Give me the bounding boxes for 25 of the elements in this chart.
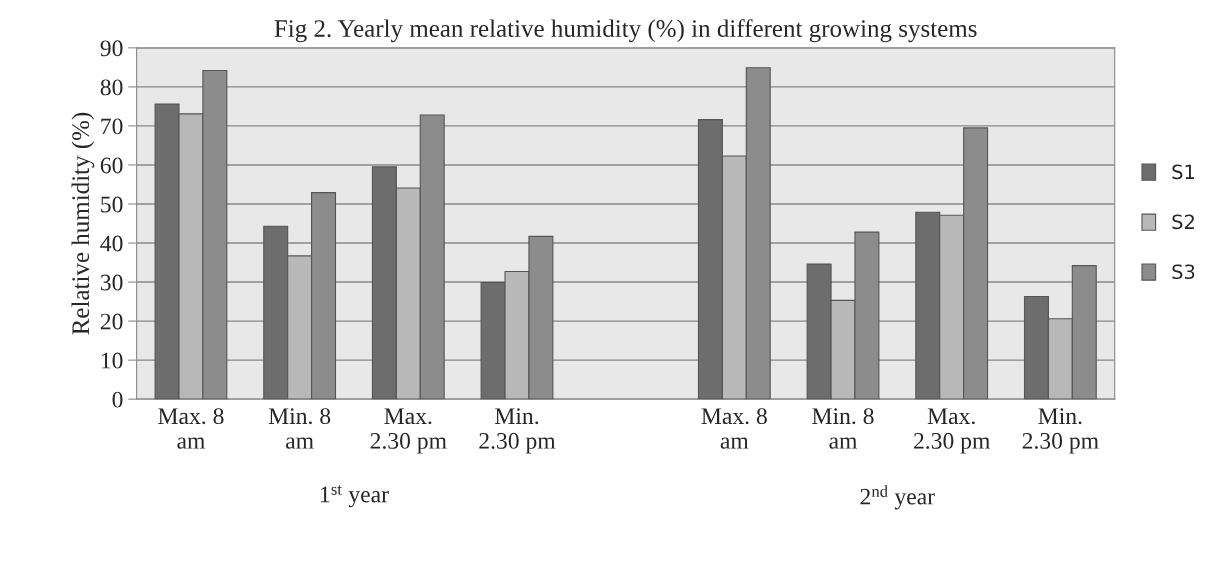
x-tick-label: Min. 8 am (812, 408, 874, 449)
x-tick-label: Max. 8 am (158, 408, 224, 449)
y-axis-title: Relative humidity (%) (71, 112, 95, 335)
x-tick-label: Max. 2.30 pm (914, 408, 991, 454)
y-tick-label: 40 (100, 235, 123, 252)
text: 2$^{nd}$ year (860, 485, 935, 510)
x-tick-label: Max. 2.30 pm (370, 408, 447, 454)
y-tick-label: 70 (101, 118, 123, 135)
x-tick-label: Max. 8 am (701, 408, 767, 449)
y-tick-label: 0 (112, 391, 123, 408)
y-tick-label: 50 (101, 196, 123, 213)
legend-label: S1 (1172, 164, 1195, 180)
y-tick-label: 30 (100, 274, 123, 291)
x-tick-label: Min. 8 am (268, 408, 331, 449)
x-tick-label: Min. 2.30 pm (479, 408, 556, 454)
y-tick-label: 10 (101, 352, 123, 369)
chart-title: Fig 2. Yearly mean relative humidity (%) in different growing systems (274, 19, 977, 43)
legend-label: S2 (1172, 214, 1194, 230)
y-tick-label: 60 (100, 157, 123, 174)
y-tick-label: 20 (100, 313, 123, 330)
y-tick-label: 90 (100, 40, 123, 57)
x-tick-label: Min. 2.30 pm (1022, 408, 1099, 454)
legend-label: S3 (1172, 264, 1195, 280)
y-tick-label: 80 (100, 79, 123, 96)
text: 1$^{st}$ year (320, 485, 389, 508)
